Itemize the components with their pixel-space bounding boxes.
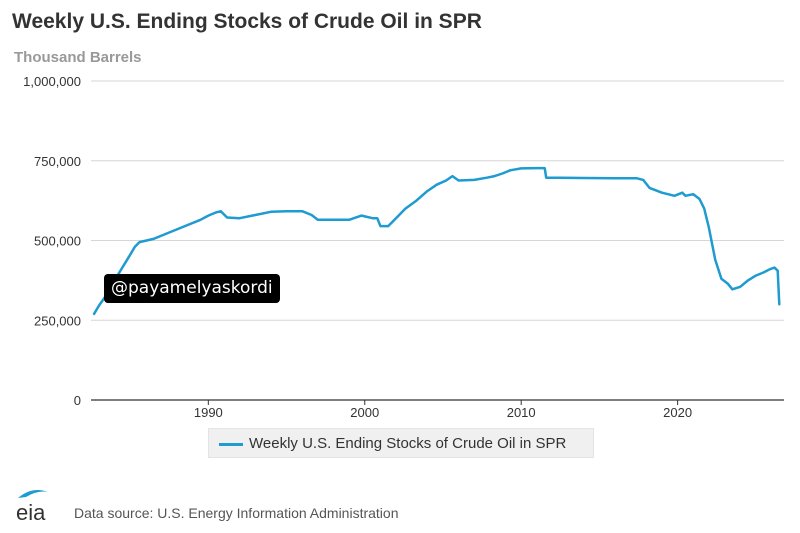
legend-label: Weekly U.S. Ending Stocks of Crude Oil i… (249, 435, 567, 452)
series-line (92, 166, 781, 316)
y-axis-tick-labels: 0 250,000 500,000 750,000 1,000,000 (23, 74, 81, 408)
logo-text: eia (16, 500, 46, 524)
units-label: Thousand Barrels (14, 49, 142, 66)
y-tick-label: 500,000 (34, 234, 81, 249)
series-layer (92, 166, 781, 316)
x-tick-label: 2020 (663, 405, 692, 420)
eia-logo: eia (16, 490, 48, 524)
x-tick-label: 2000 (350, 405, 379, 420)
data-source: Data source: U.S. Energy Information Adm… (74, 505, 399, 521)
chart-title: Weekly U.S. Ending Stocks of Crude Oil i… (12, 10, 482, 33)
logo-swoosh-icon (18, 490, 48, 498)
legend-swatch (219, 443, 243, 446)
y-tick-label: 750,000 (34, 154, 81, 169)
y-tick-label: 1,000,000 (23, 74, 81, 89)
x-axis-tick-labels: 1990 2000 2010 2020 (194, 400, 692, 420)
y-tick-label: 250,000 (34, 313, 81, 328)
gridlines (91, 80, 784, 401)
y-tick-label: 0 (74, 393, 81, 408)
x-tick-label: 1990 (194, 405, 223, 420)
x-tick-label: 2010 (507, 405, 536, 420)
legend[interactable]: Weekly U.S. Ending Stocks of Crude Oil i… (208, 428, 594, 458)
watermark-label: @payamelyaskordi (104, 274, 280, 303)
